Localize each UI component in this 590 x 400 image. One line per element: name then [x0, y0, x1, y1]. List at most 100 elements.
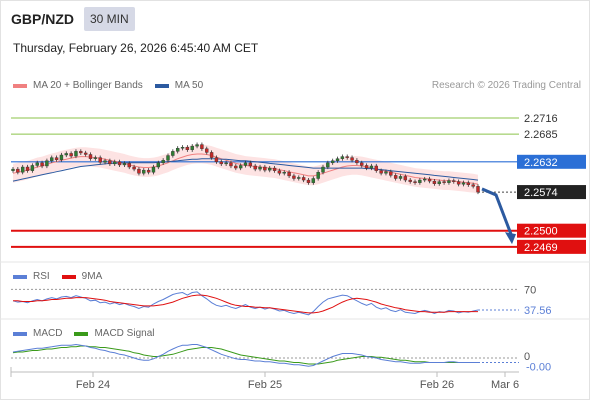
candle-body — [437, 181, 441, 184]
candle-body — [350, 157, 354, 161]
candle-body — [93, 157, 98, 159]
candle-body — [132, 166, 136, 170]
candle-body — [461, 182, 466, 185]
macd-label: MACD — [33, 328, 63, 339]
candle-body — [214, 157, 219, 162]
candle-body — [287, 172, 291, 177]
rsi-ma9-line — [13, 294, 478, 314]
ma20-label: MA 20 + Bollinger Bands — [33, 80, 143, 91]
legend-item-ma20: MA 20 + Bollinger Bands — [13, 80, 143, 91]
candle-body — [471, 184, 475, 187]
legend-item-rsi: RSI — [13, 271, 50, 282]
candle-body — [432, 180, 437, 184]
forecast-arrow-head — [505, 232, 516, 245]
ma9-label: 9MA — [81, 271, 103, 282]
candle-body — [292, 175, 296, 179]
candle-body — [88, 154, 93, 159]
candle-body — [374, 165, 378, 171]
candle-body — [108, 160, 112, 165]
candle-body — [301, 177, 306, 181]
timeframe-badge[interactable]: 30 MIN — [84, 7, 135, 31]
header: GBP/NZD 30 MIN — [11, 7, 135, 31]
candle-body — [369, 165, 374, 169]
level-2.2469-label: 2.2469 — [524, 242, 558, 254]
candle-body — [146, 169, 151, 173]
candle-body — [384, 171, 388, 174]
legend-item-9ma: 9MA — [61, 271, 103, 282]
x-tick-label: Feb 24 — [76, 379, 110, 391]
candle-body — [418, 179, 422, 183]
candle-body — [476, 186, 480, 193]
candle-body — [171, 151, 175, 156]
candle-body — [297, 177, 301, 179]
candle-body — [166, 155, 170, 161]
candle-body — [321, 166, 325, 173]
candle-body — [258, 166, 262, 170]
candle-body — [403, 176, 408, 181]
candle-body — [360, 162, 364, 166]
x-tick-label: Mar 6 — [491, 379, 519, 391]
candle-body — [137, 168, 141, 174]
candle-body — [151, 166, 156, 173]
rsi-swatch — [13, 274, 27, 279]
candle-body — [311, 178, 316, 183]
candle-body — [64, 153, 68, 156]
candle-body — [355, 160, 359, 164]
candle-body — [190, 145, 194, 150]
level-2.2632-box — [517, 154, 586, 169]
credit-label: Research © 2026 Trading Central — [431, 80, 581, 91]
candle-body — [306, 179, 311, 183]
legend-item-ma50: MA 50 — [154, 80, 204, 91]
candlesticks — [11, 142, 480, 195]
candle-body — [50, 157, 54, 161]
candle-body — [229, 162, 233, 167]
macd-legend: MACD MACD Signal — [13, 328, 166, 339]
candle-body — [98, 157, 102, 163]
pair-title: GBP/NZD — [11, 11, 74, 27]
candle-body — [253, 165, 257, 170]
rsi-level-label-70: 70 — [524, 284, 536, 296]
macd-last-label: -0.00 — [526, 362, 551, 374]
legend-item-macd: MACD — [13, 328, 62, 339]
candle-body — [316, 172, 320, 179]
level-2.2574-box — [517, 185, 586, 200]
candle-body — [268, 167, 272, 171]
candle-body — [248, 162, 253, 167]
candle-body — [330, 160, 335, 164]
candle-body — [379, 170, 383, 174]
candle-body — [219, 161, 223, 165]
candle-body — [326, 162, 330, 168]
candle-body — [423, 178, 427, 181]
legend-item-signal: MACD Signal — [74, 328, 154, 339]
rsi-legend: RSI 9MA — [13, 271, 114, 282]
candle-body — [447, 180, 451, 183]
signal-label: MACD Signal — [94, 328, 155, 339]
signal-swatch — [74, 331, 89, 336]
candle-body — [20, 166, 25, 173]
candle-body — [103, 160, 107, 163]
candle-body — [59, 154, 64, 160]
candle-body — [200, 144, 204, 149]
candle-body — [282, 172, 286, 174]
level-2.2632-label: 2.2632 — [524, 157, 558, 169]
candle-body — [117, 161, 122, 166]
candle-body — [452, 180, 456, 182]
candle-body — [156, 162, 161, 168]
candle-body — [127, 163, 131, 168]
candle-body — [185, 146, 190, 150]
ma50-swatch — [154, 83, 169, 88]
candle-body — [195, 144, 199, 147]
ma9-swatch — [61, 274, 76, 279]
ma50-label: MA 50 — [174, 80, 204, 91]
level-2.2685-label: 2.2685 — [524, 129, 558, 141]
candle-body — [45, 160, 49, 167]
level-2.2500-box — [517, 223, 586, 238]
candle-body — [69, 153, 73, 157]
candle-body — [408, 179, 412, 182]
candle-body — [122, 163, 127, 166]
candle-body — [442, 181, 446, 183]
candle-body — [16, 168, 20, 173]
candle-body — [238, 165, 243, 169]
candle-body — [398, 176, 403, 179]
rsi-label: RSI — [33, 271, 50, 282]
